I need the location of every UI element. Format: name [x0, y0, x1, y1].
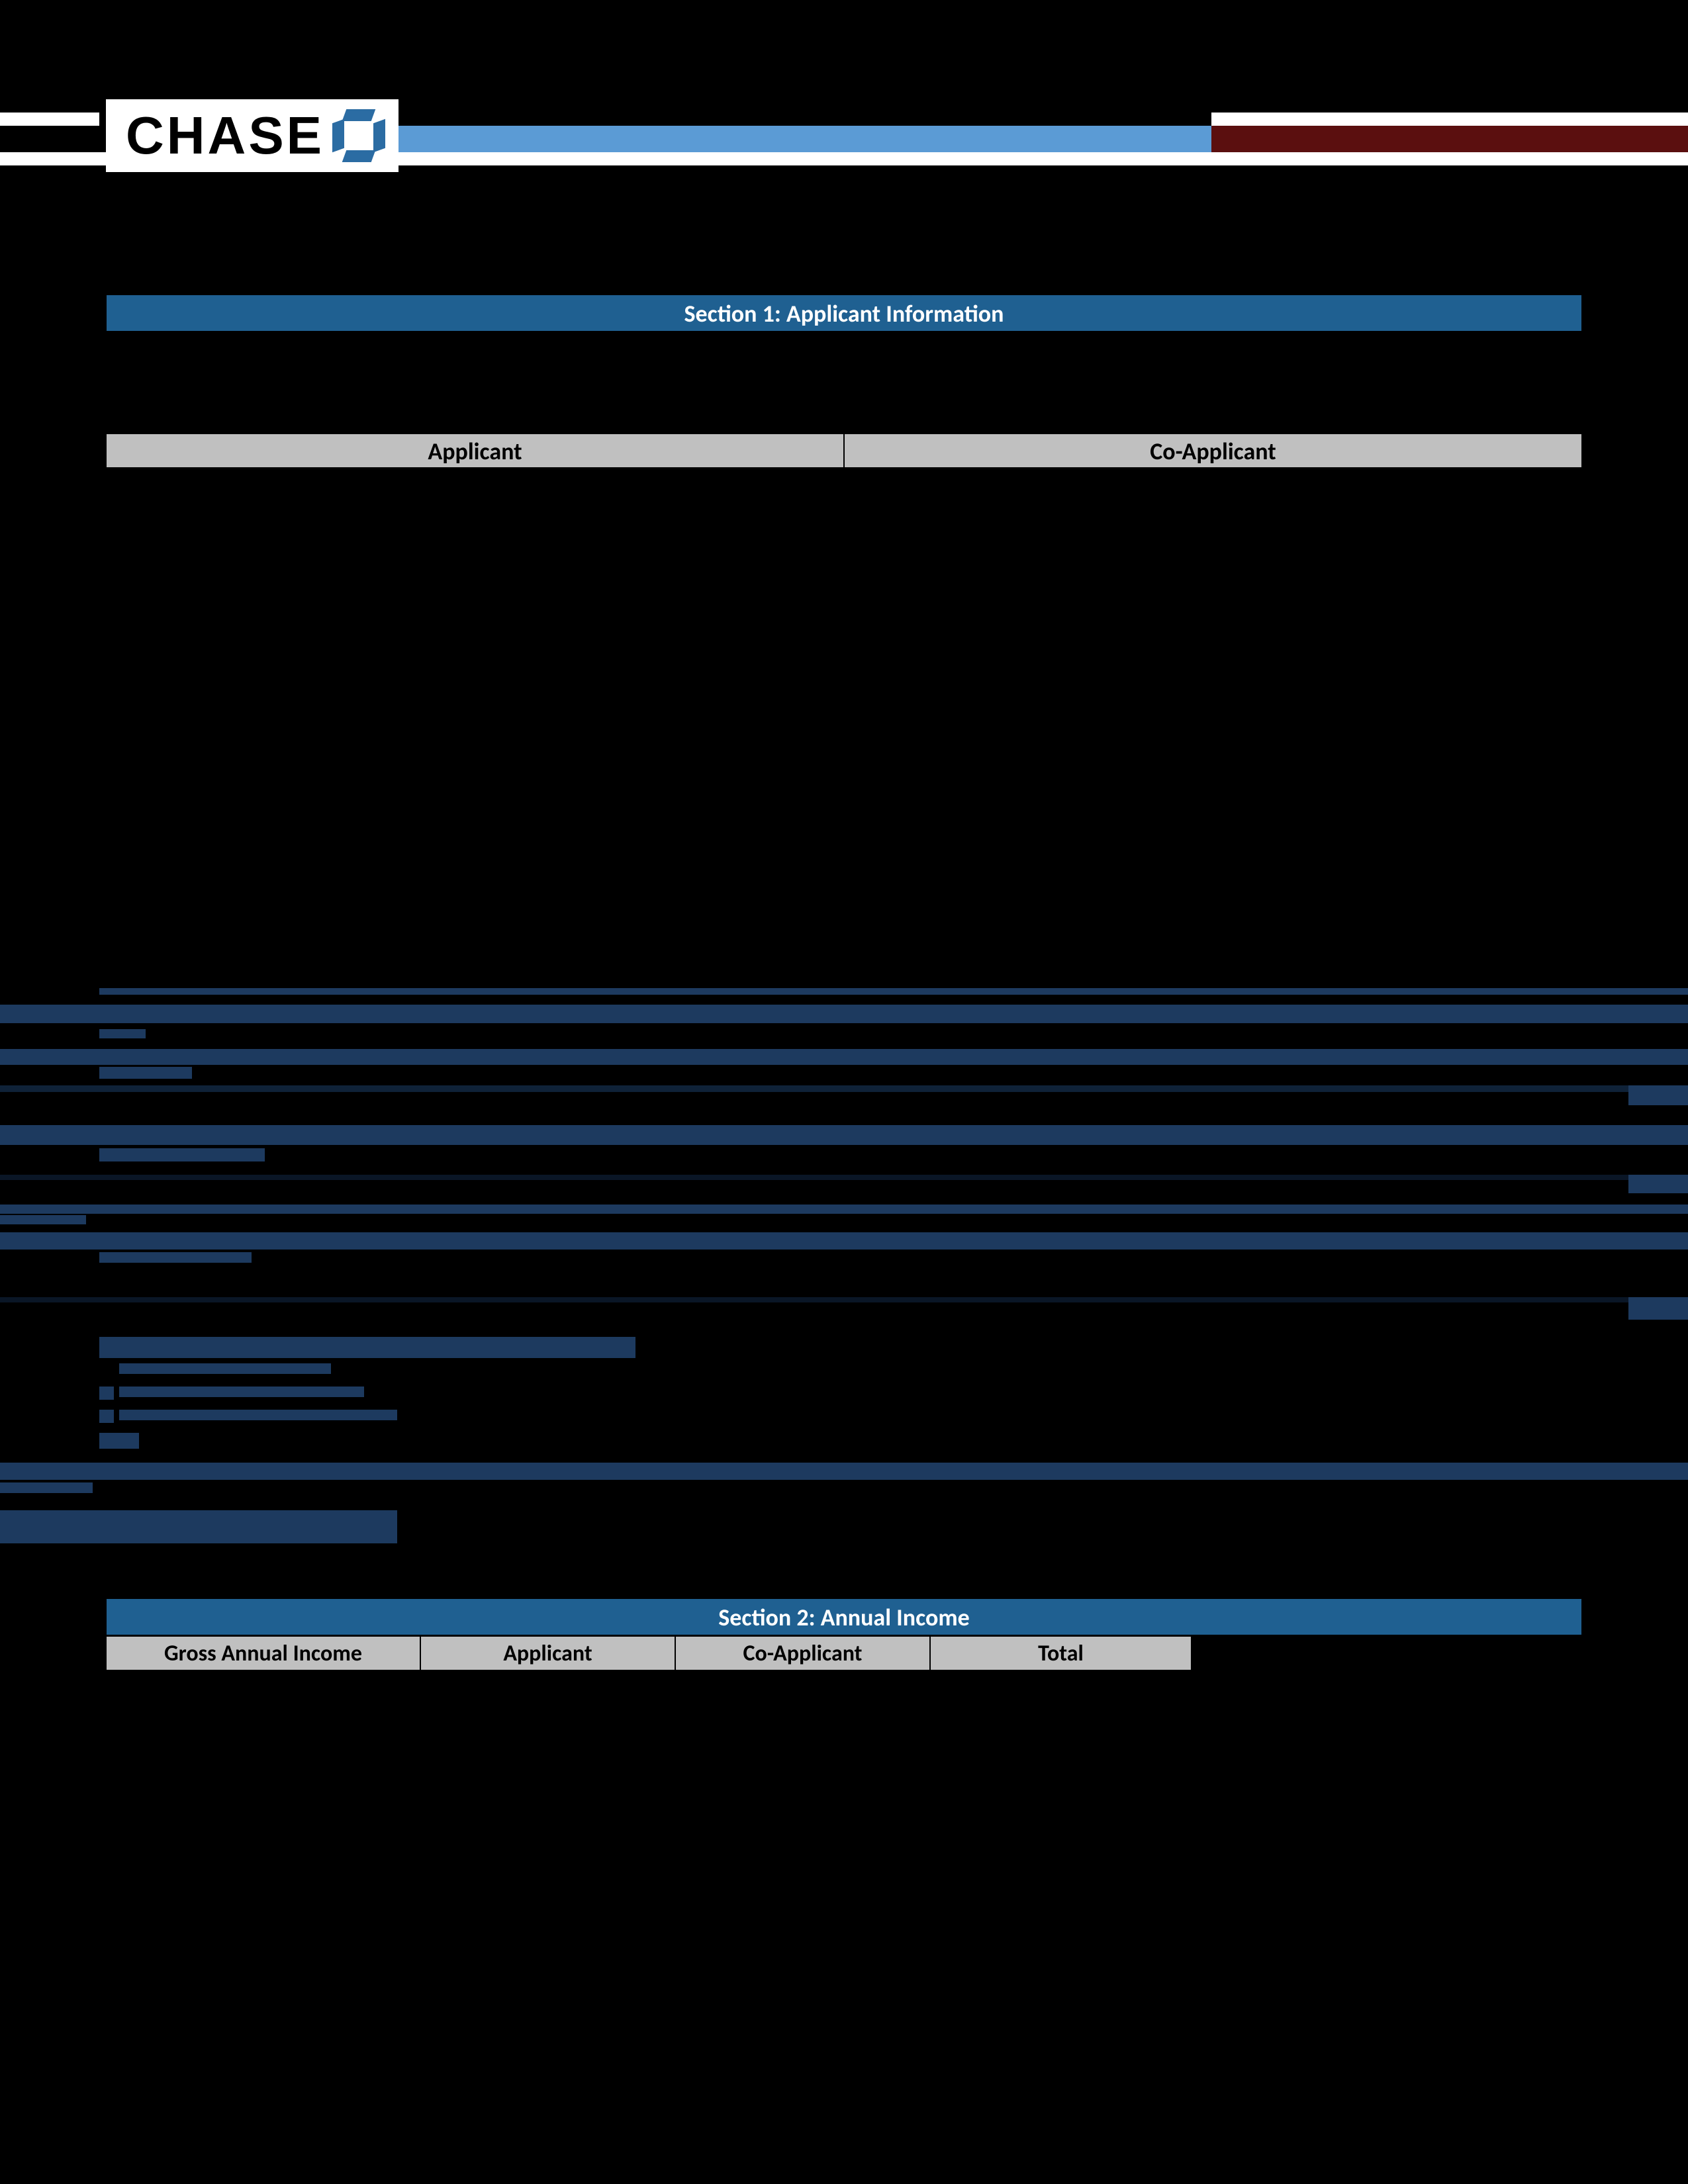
brand-logo-icon — [332, 109, 385, 162]
artifact-stripe — [1628, 1085, 1688, 1105]
artifact-stripe — [1628, 1297, 1688, 1320]
section2-col-total: Total — [930, 1636, 1192, 1670]
artifact-stripe — [0, 1049, 1688, 1065]
brand-logo-text: CHASE — [126, 105, 324, 166]
artifact-stripe — [0, 1125, 1688, 1145]
artifact-stripe — [0, 1510, 397, 1543]
artifact-stripe — [0, 1482, 93, 1493]
artifact-stripe — [99, 1410, 114, 1423]
artifact-stripe — [119, 1410, 397, 1420]
artifact-stripe — [0, 1005, 1688, 1023]
section2: Section 2: Annual Income — [106, 1598, 1582, 1635]
artifact-stripe — [119, 1387, 364, 1397]
section1-title: Section 1: Applicant Information — [106, 295, 1582, 332]
header-white-segment — [0, 113, 99, 126]
artifact-stripe — [119, 1363, 331, 1374]
header-blue-bar — [331, 126, 1211, 152]
section1-col-applicant: Applicant — [106, 433, 844, 468]
header-white-segment — [1211, 113, 1688, 126]
artifact-stripe — [99, 1252, 252, 1263]
header-darkred-bar — [1211, 126, 1688, 152]
artifact-stripe — [99, 1067, 192, 1079]
artifact-stripe — [0, 1215, 86, 1224]
artifact-stripe — [0, 1205, 1688, 1214]
artifact-stripe — [99, 1148, 265, 1161]
artifact-stripe — [0, 1085, 1628, 1092]
artifact-stripe — [99, 988, 1688, 995]
artifact-stripe — [0, 1463, 1688, 1480]
section1-col-coapplicant: Co-Applicant — [844, 433, 1582, 468]
artifact-stripe — [99, 1029, 146, 1038]
section2-col-income: Gross Annual Income — [106, 1636, 420, 1670]
section2-col-coapplicant: Co-Applicant — [675, 1636, 930, 1670]
artifact-stripe — [0, 1175, 1628, 1180]
section1: Section 1: Applicant Information — [106, 295, 1582, 332]
section2-title: Section 2: Annual Income — [106, 1598, 1582, 1635]
section2-income-header-row: Gross Annual Income Applicant Co-Applica… — [106, 1636, 1192, 1670]
artifact-stripe — [1628, 1175, 1688, 1193]
section1-subheader-row: Applicant Co-Applicant — [106, 433, 1582, 468]
artifact-stripe — [99, 1387, 114, 1400]
brand-logo: CHASE — [106, 99, 399, 172]
artifact-stripe — [99, 1433, 139, 1449]
artifact-stripe — [99, 1337, 635, 1358]
artifact-stripe — [0, 1297, 1628, 1302]
section2-col-applicant: Applicant — [420, 1636, 675, 1670]
artifact-stripe — [0, 1232, 1688, 1250]
